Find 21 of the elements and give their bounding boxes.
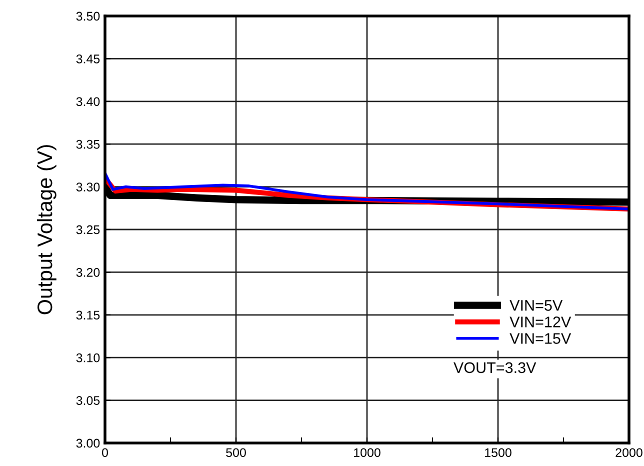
y-tick-label: 3.10	[76, 353, 100, 362]
x-tick-label: 0	[102, 448, 108, 458]
annotation: VOUT=3.3V	[454, 362, 536, 374]
x-tick-label: 1000	[354, 448, 380, 458]
y-tick-label: 3.15	[76, 310, 100, 320]
y-tick-label: 3.25	[76, 225, 100, 234]
x-tick-label: 2000	[616, 448, 642, 458]
legend-label: VIN=5V	[510, 300, 563, 311]
y-tick-label: 3.05	[76, 396, 100, 405]
legend-label: VIN=12V	[510, 316, 572, 328]
y-tick-label: 3.40	[76, 97, 100, 106]
y-axis-title: Output Voltage (V)	[36, 145, 56, 314]
x-tick-label: 1500	[485, 448, 512, 458]
y-tick-label: 3.30	[76, 182, 100, 192]
y-tick-label: 3.00	[76, 438, 100, 448]
y-tick-label: 3.20	[76, 268, 100, 277]
legend-label: VIN=15V	[510, 333, 572, 344]
y-tick-label: 3.35	[76, 140, 100, 149]
y-tick-label: 3.45	[76, 54, 100, 64]
x-tick-label: 500	[226, 448, 246, 458]
y-tick-label: 3.50	[76, 12, 100, 21]
